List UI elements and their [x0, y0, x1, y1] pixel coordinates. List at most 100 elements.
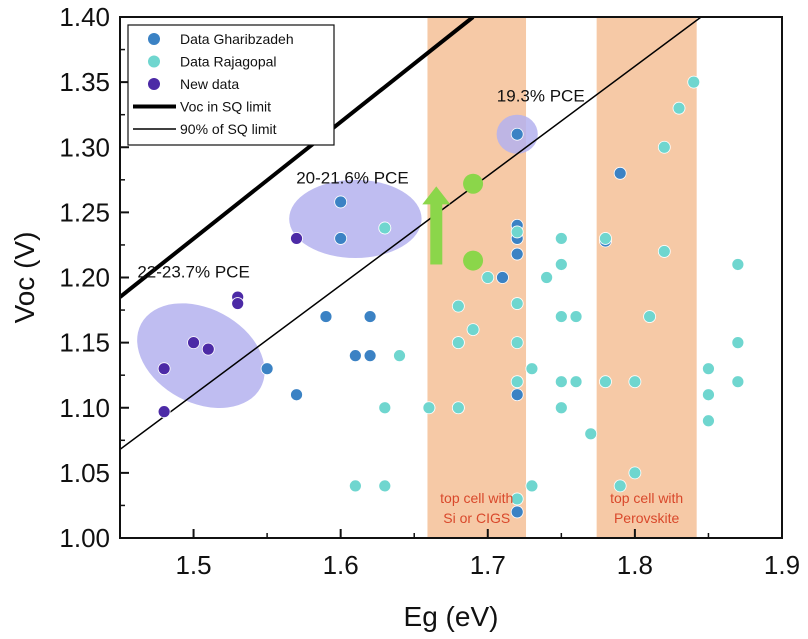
x-tick-label: 1.8 [617, 550, 653, 580]
rajagopal-point [393, 349, 406, 363]
rajagopal-point [540, 271, 554, 284]
rajagopal-point [643, 310, 656, 323]
band-1 [427, 17, 527, 538]
sq-limit-line [120, 17, 475, 299]
rajagopal-point [378, 479, 392, 493]
gharibzadeh-point [510, 505, 524, 519]
rajagopal-point [628, 375, 642, 389]
rajagopal-point [422, 401, 436, 415]
legend-box [127, 24, 335, 146]
green-arrow-shaft [430, 202, 443, 265]
x-tick-label: 1.7 [470, 550, 506, 580]
rajagopal-point [466, 323, 480, 337]
rajagopal-point [378, 221, 392, 235]
rajagopal-point [672, 101, 686, 115]
rajagopal-point [348, 479, 362, 493]
band-2 [596, 17, 697, 538]
band-label: top cell with [610, 490, 683, 506]
green-arrow-head [422, 186, 451, 205]
pce-annotation: 19.3% PCE [497, 87, 585, 106]
new-data-point [157, 405, 171, 419]
legend-label: Data Rajagopal [180, 54, 277, 70]
rajagopal-point [378, 401, 392, 415]
y-tick-label: 1.00 [59, 523, 110, 553]
new-data-point [201, 342, 215, 356]
rajagopal-point [510, 336, 524, 350]
rajagopal-point [451, 401, 465, 415]
new-data-point [187, 336, 200, 350]
x-tick-label: 1.6 [323, 550, 359, 580]
gharibzadeh-point [348, 349, 362, 363]
band-label: top cell with [440, 490, 513, 506]
gharibzadeh-point [510, 127, 524, 141]
gharibzadeh-point [510, 388, 524, 402]
gharibzadeh-point [363, 310, 377, 323]
legend-marker [148, 33, 160, 45]
sq-90-limit-line [120, 17, 702, 451]
gharibzadeh-point [510, 247, 524, 261]
pce-annotation: 22-23.7% PCE [137, 263, 249, 282]
y-tick-label: 1.10 [59, 393, 110, 423]
y-tick-label: 1.05 [59, 458, 110, 488]
rajagopal-point [451, 336, 465, 350]
x-tick-label: 1.5 [175, 550, 211, 580]
rajagopal-point [451, 299, 465, 313]
gharibzadeh-point [496, 271, 509, 284]
x-tick-label: 1.9 [764, 550, 800, 580]
legend: Data Gharibzadeh Data Rajagopal New data Vo… [127, 24, 335, 146]
limit-lines-layer [120, 17, 702, 451]
y-tick-label: 1.35 [59, 67, 110, 97]
rajagopal-point [569, 310, 583, 323]
y-tick-label: 1.15 [59, 328, 110, 358]
new-data-point [290, 232, 303, 245]
rajagopal-point [702, 414, 715, 428]
legend-marker [148, 55, 160, 68]
y-tick-label: 1.40 [59, 2, 110, 32]
rajagopal-point [554, 258, 568, 271]
rajagopal-point [599, 375, 612, 389]
rajagopal-point [613, 479, 627, 493]
x-axis-title: Eg (eV) [404, 601, 499, 632]
rajagopal-point [510, 297, 524, 310]
legend-label: New data [180, 76, 239, 92]
gharibzadeh-point [613, 166, 627, 180]
annotation-markers-layer [422, 173, 484, 271]
highlight-ellipse-1 [137, 303, 265, 408]
pce-annotation: 20-21.6% PCE [296, 169, 408, 188]
new-data-point [157, 362, 171, 376]
gharibzadeh-point [260, 362, 274, 376]
rajagopal-point [569, 375, 583, 389]
gharibzadeh-point [290, 388, 303, 402]
y-tick-label: 1.30 [59, 132, 110, 162]
data-points-layer [157, 75, 745, 519]
band-label: Perovskite [614, 510, 680, 526]
legend-label: Data Gharibzadeh [180, 31, 294, 47]
rajagopal-point [731, 258, 745, 271]
y-tick-label: 1.25 [59, 197, 110, 227]
new-data-point [231, 297, 245, 310]
rajagopal-point [554, 375, 568, 389]
rajagopal-point [554, 310, 568, 323]
rajagopal-point [628, 466, 642, 480]
green-dot [463, 173, 484, 194]
highlight-ellipses-layer [137, 114, 538, 408]
highlight-ellipse-2 [289, 179, 422, 258]
rajagopal-point [731, 375, 745, 389]
gharibzadeh-point [334, 195, 348, 209]
rajagopal-point [510, 225, 524, 239]
gharibzadeh-point [334, 232, 348, 245]
gharibzadeh-point [319, 310, 333, 323]
band-label: Si or CIGS [443, 510, 510, 526]
rajagopal-point [525, 479, 539, 493]
rajagopal-point [731, 336, 745, 350]
legend-label: Voc in SQ limit [180, 99, 271, 115]
legend-label: 90% of SQ limit [180, 121, 277, 137]
rajagopal-point [599, 232, 612, 245]
axes-layer: 1.5 1.6 1.7 1.8 1.9 1.00 1.05 1.10 1.15 1.20 1.25 1… [9, 2, 800, 632]
rajagopal-point [657, 245, 671, 258]
legend-marker [148, 78, 160, 90]
green-dot [463, 250, 484, 271]
rajagopal-point [510, 492, 524, 506]
y-tick-label: 1.20 [59, 263, 110, 293]
